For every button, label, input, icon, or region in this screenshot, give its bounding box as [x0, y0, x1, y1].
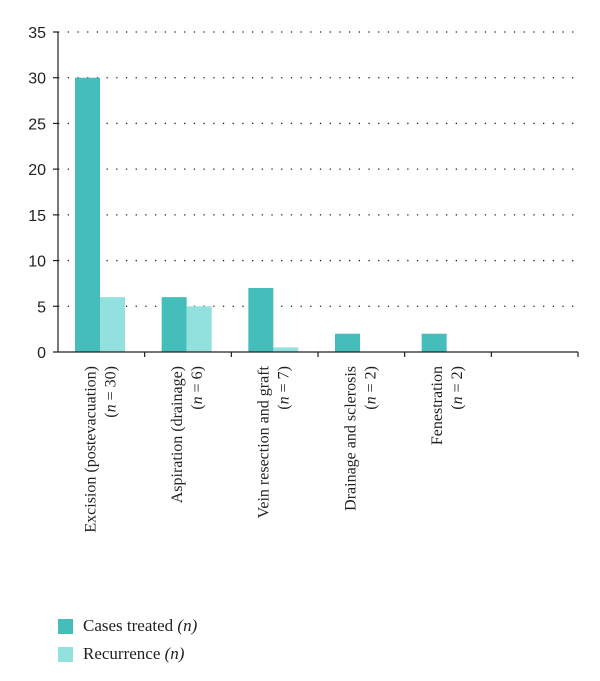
y-tick-label-30: 30 — [28, 71, 46, 88]
legend-symbol-recurrence: (n) — [164, 644, 185, 663]
bar-recurrence-2 — [186, 306, 212, 352]
y-ticks: 0 5 10 15 20 25 30 35 — [28, 25, 58, 362]
y-tick-label-5: 5 — [37, 299, 46, 316]
category-label-3-count: (n = 7) — [276, 366, 293, 410]
y-tick-label-0: 0 — [37, 345, 46, 362]
gridlines — [58, 31, 578, 307]
x-ticks — [144, 352, 579, 357]
bar-chart: 0 5 10 15 20 25 30 35 Excision (postevacuation)… — [28, 25, 579, 533]
bar-recurrence-3 — [273, 347, 299, 352]
legend-item-cases-treated: Cases treated (n) — [58, 612, 197, 640]
y-tick-label-25: 25 — [28, 116, 46, 133]
axes — [57, 32, 578, 353]
category-label-5-count: (n = 2) — [449, 366, 466, 410]
bar-recurrence-1 — [100, 297, 125, 352]
legend-swatch-cases-treated — [58, 618, 73, 634]
legend-swatch-recurrence — [58, 646, 73, 662]
category-label-4-count: (n = 2) — [362, 366, 379, 410]
legend-symbol-cases-treated: (n) — [177, 616, 198, 635]
legend-label-cases-treated: Cases treated — [83, 616, 174, 635]
category-label-1-count: (n = 30) — [102, 366, 119, 418]
y-tick-label-20: 20 — [28, 162, 46, 179]
category-label-5: Fenestration — [429, 366, 446, 445]
category-label-2-count: (n = 6) — [189, 366, 206, 410]
category-label-4: Drainage and sclerosis — [342, 366, 359, 511]
bar-cases-treated-5 — [421, 333, 447, 352]
y-tick-label-10: 10 — [28, 254, 46, 271]
bar-cases-treated-1 — [75, 77, 100, 352]
bars — [75, 77, 447, 352]
legend-label-recurrence: Recurrence — [83, 644, 161, 663]
y-tick-label-35: 35 — [28, 25, 46, 42]
bar-cases-treated-4 — [335, 333, 360, 352]
bar-cases-treated-2 — [161, 297, 187, 352]
category-label-3: Vein resection and graft — [256, 365, 273, 518]
bar-cases-treated-3 — [248, 288, 274, 352]
legend: Cases treated (n) Recurrence (n) — [58, 612, 197, 668]
y-tick-label-15: 15 — [28, 208, 46, 225]
category-labels: Excision (postevacuation) (n = 30) Aspirat… — [82, 365, 466, 532]
category-label-2: Aspiration (drainage) — [169, 366, 186, 503]
legend-item-recurrence: Recurrence (n) — [58, 640, 197, 668]
category-label-1: Excision (postevacuation) — [82, 366, 99, 533]
